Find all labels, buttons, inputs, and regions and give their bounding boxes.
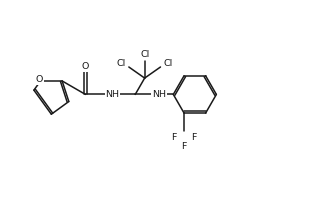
Text: O: O [82, 62, 89, 71]
Text: Cl: Cl [140, 50, 149, 59]
Text: F: F [191, 133, 197, 142]
Text: O: O [36, 75, 43, 84]
Text: Cl: Cl [164, 59, 173, 68]
Text: Cl: Cl [116, 59, 126, 68]
Text: NH: NH [152, 90, 166, 99]
Text: F: F [171, 133, 176, 142]
Text: F: F [181, 142, 187, 151]
Text: NH: NH [105, 90, 119, 99]
